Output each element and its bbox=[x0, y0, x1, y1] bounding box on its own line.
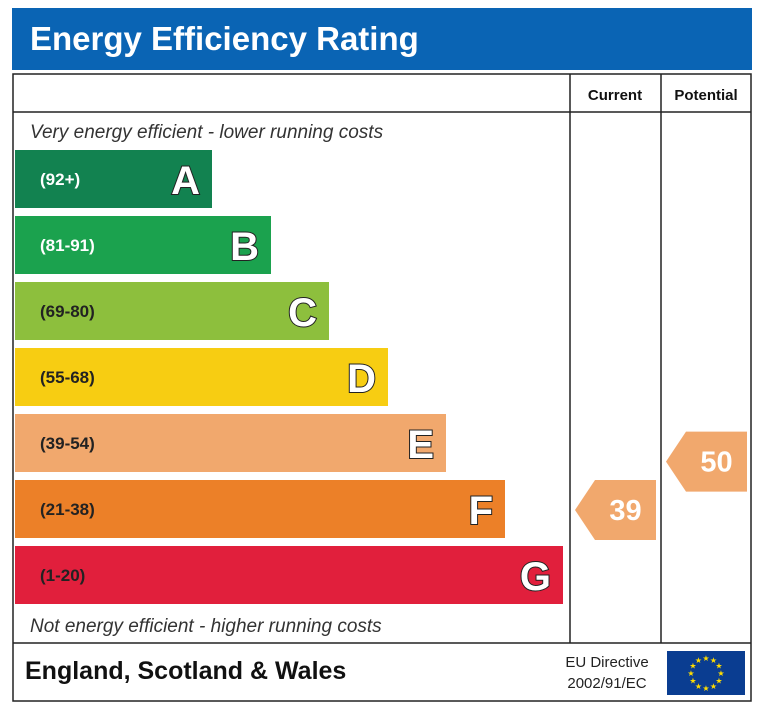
band-g-range: (1-20) bbox=[40, 566, 85, 585]
score-markers: 39 50 bbox=[575, 431, 747, 540]
band-c: (69-80) C bbox=[15, 282, 329, 340]
eu-star-icon: ★ bbox=[717, 669, 724, 678]
title-bar bbox=[12, 8, 752, 70]
current-rating-arrow bbox=[575, 480, 656, 540]
band-d-bar bbox=[15, 348, 388, 406]
band-c-range: (69-80) bbox=[40, 302, 95, 321]
bottom-note: Not energy efficient - higher running co… bbox=[30, 616, 382, 637]
rating-bands: (92+) A (81-91) B (69-80) C (55-68) D (39-54) E (2… bbox=[15, 150, 563, 604]
eu-star-icon: ★ bbox=[710, 656, 717, 665]
current-rating-value: 39 bbox=[609, 495, 641, 527]
band-b-bar bbox=[15, 216, 271, 274]
band-c-bar bbox=[15, 282, 329, 340]
band-f: (21-38) F bbox=[15, 480, 505, 538]
eu-star-icon: ★ bbox=[689, 677, 696, 686]
band-f-bar bbox=[15, 480, 505, 538]
chart-frame bbox=[12, 73, 752, 702]
eu-stars: ★ ★★★★★★★★★★★ bbox=[687, 654, 724, 693]
band-a: (92+) A bbox=[15, 150, 212, 208]
band-d-letter: D bbox=[347, 357, 376, 401]
eu-star-icon: ★ bbox=[695, 682, 702, 691]
band-g-letter: G bbox=[520, 555, 551, 599]
band-c-letter: C bbox=[288, 291, 317, 335]
top-note: Very energy efficient - lower running co… bbox=[30, 122, 384, 143]
eu-directive-line2: 2002/91/EC bbox=[567, 675, 646, 692]
band-g-bar bbox=[15, 546, 563, 604]
current-rating-marker: 39 bbox=[575, 480, 656, 540]
band-f-range: (21-38) bbox=[40, 500, 95, 519]
eu-star-icon: ★ bbox=[702, 654, 709, 663]
eu-star-icon: ★ bbox=[710, 682, 717, 691]
band-a-bar bbox=[15, 150, 212, 208]
band-e-range: (39-54) bbox=[40, 434, 95, 453]
region-label: England, Scotland & Wales bbox=[25, 657, 346, 685]
eu-star-icon: ★ bbox=[715, 662, 722, 671]
potential-rating-value: 50 bbox=[700, 447, 732, 479]
chart-title: Energy Efficiency Rating bbox=[30, 20, 419, 57]
band-d-range: (55-68) bbox=[40, 368, 95, 387]
eu-flag-icon bbox=[667, 651, 745, 695]
band-e-bar bbox=[15, 414, 446, 472]
outer-border bbox=[12, 73, 752, 702]
eu-star-icon: ★ bbox=[702, 684, 709, 693]
band-g: (1-20) G bbox=[15, 546, 563, 604]
band-a-range: (92+) bbox=[40, 170, 80, 189]
band-e: (39-54) E bbox=[15, 414, 446, 472]
band-f-letter: F bbox=[469, 489, 493, 533]
eu-star-icon: ★ bbox=[689, 662, 696, 671]
band-d: (55-68) D bbox=[15, 348, 388, 406]
band-a-letter: A bbox=[171, 159, 200, 203]
potential-rating-arrow bbox=[666, 431, 747, 492]
potential-column-header: Potential bbox=[674, 87, 737, 104]
eu-star-icon: ★ bbox=[715, 677, 722, 686]
current-column-header: Current bbox=[588, 87, 642, 104]
eu-directive-line1: EU Directive bbox=[565, 654, 648, 671]
eu-star-icon: ★ bbox=[695, 656, 702, 665]
potential-rating-marker: 50 bbox=[666, 431, 747, 492]
band-b-letter: B bbox=[230, 225, 259, 269]
eu-star-icon: ★ bbox=[687, 669, 694, 678]
band-b: (81-91) B bbox=[15, 216, 271, 274]
band-b-range: (81-91) bbox=[40, 236, 95, 255]
band-e-letter: E bbox=[407, 423, 434, 467]
